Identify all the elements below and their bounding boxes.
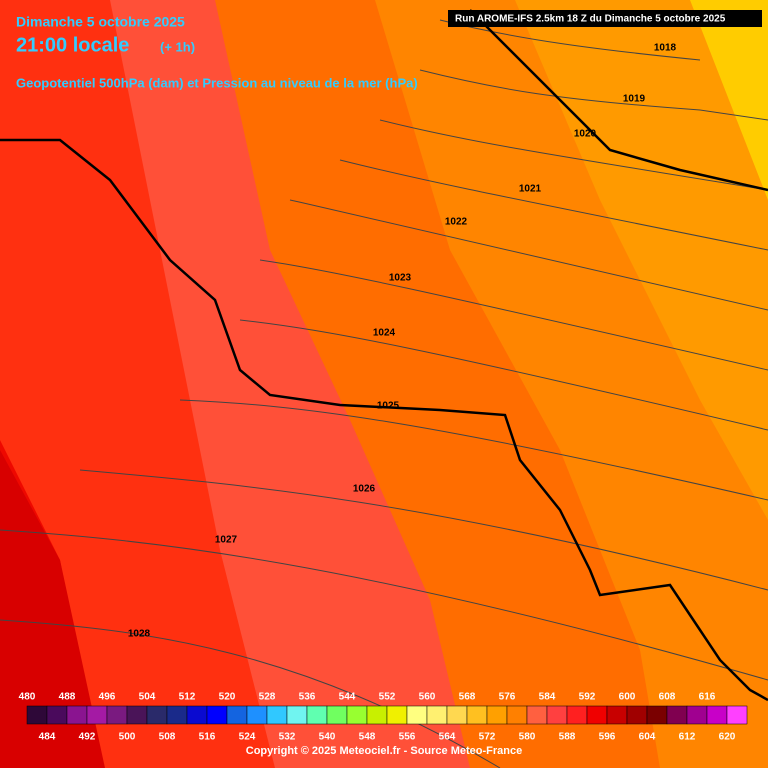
scale-label: 540 <box>319 732 336 743</box>
scale-swatch <box>126 705 148 725</box>
scale-swatch <box>486 705 508 725</box>
scale-swatch <box>466 705 488 725</box>
scale-swatch <box>686 705 708 725</box>
scale-label: 564 <box>439 732 456 743</box>
scale-label: 508 <box>159 732 176 743</box>
subtitle: Geopotentiel 500hPa (dam) et Pression au… <box>16 75 418 90</box>
scale-swatch <box>726 705 748 725</box>
scale-label: 512 <box>179 692 196 703</box>
scale-swatch <box>246 705 268 725</box>
scale-swatch <box>266 705 288 725</box>
scale-label: 532 <box>279 732 296 743</box>
scale-label: 600 <box>619 692 636 703</box>
isobar-label: 1022 <box>445 217 468 228</box>
isobar-label: 1023 <box>389 273 412 284</box>
scale-label: 588 <box>559 732 576 743</box>
scale-swatch <box>206 705 228 725</box>
scale-label: 548 <box>359 732 376 743</box>
scale-swatch <box>606 705 628 725</box>
scale-swatch <box>506 705 528 725</box>
scale-label: 568 <box>459 692 476 703</box>
scale-swatch <box>346 705 368 725</box>
scale-label: 612 <box>679 732 696 743</box>
scale-label: 492 <box>79 732 96 743</box>
scale-swatch <box>546 705 568 725</box>
scale-swatch <box>46 705 68 725</box>
border <box>0 138 768 702</box>
scale-swatch <box>166 705 188 725</box>
scale-label: 552 <box>379 692 396 703</box>
scale-label: 560 <box>419 692 436 703</box>
scale-swatch <box>366 705 388 725</box>
isobar-label: 1018 <box>654 43 677 54</box>
scale-swatch <box>446 705 468 725</box>
scale-label: 544 <box>339 692 356 703</box>
scale-label: 504 <box>139 692 156 703</box>
scale-label: 592 <box>579 692 596 703</box>
scale-label: 580 <box>519 732 536 743</box>
scale-label: 616 <box>699 692 716 703</box>
band <box>690 0 768 200</box>
scale-swatch <box>66 705 88 725</box>
scale-label: 480 <box>19 692 36 703</box>
isobar-label: 1027 <box>215 535 238 546</box>
isobar-label: 1025 <box>377 401 400 412</box>
scale-label: 572 <box>479 732 496 743</box>
scale-swatch <box>106 705 128 725</box>
date: Dimanche 5 octobre 2025 <box>16 14 185 30</box>
scale-swatch <box>386 705 408 725</box>
offset: (+ 1h) <box>160 39 195 54</box>
scale-swatch <box>226 705 248 725</box>
scale-label: 620 <box>719 732 736 743</box>
scale-label: 576 <box>499 692 516 703</box>
scale-label: 584 <box>539 692 556 703</box>
isobar-label: 1021 <box>519 184 542 195</box>
scale-label: 604 <box>639 732 656 743</box>
scale-swatch <box>286 705 308 725</box>
scale-label: 608 <box>659 692 676 703</box>
scale-swatch <box>566 705 588 725</box>
isobar-label: 1024 <box>373 328 396 339</box>
scale-swatch <box>26 705 48 725</box>
scale-label: 520 <box>219 692 236 703</box>
scale-label: 556 <box>399 732 416 743</box>
isobar-label: 1026 <box>353 484 376 495</box>
scale-label: 500 <box>119 732 136 743</box>
scale-swatch <box>666 705 688 725</box>
scale-label: 484 <box>39 732 56 743</box>
scale-swatch <box>306 705 328 725</box>
run: Run AROME-IFS 2.5km 18 Z du Dimanche 5 o… <box>455 14 726 25</box>
scale-swatch <box>646 705 668 725</box>
scale-label: 496 <box>99 692 116 703</box>
scale-label: 488 <box>59 692 76 703</box>
scale-swatch <box>146 705 168 725</box>
border <box>469 9 768 192</box>
scale-swatch <box>526 705 548 725</box>
scale-label: 516 <box>199 732 216 743</box>
scale-label: 536 <box>299 692 316 703</box>
scale-swatch <box>426 705 448 725</box>
band <box>0 0 275 768</box>
scale-swatch <box>406 705 428 725</box>
scale-swatch <box>326 705 348 725</box>
scale-swatch <box>706 705 728 725</box>
scale-swatch <box>186 705 208 725</box>
isobar-label: 1020 <box>574 129 597 140</box>
scale-label: 524 <box>239 732 256 743</box>
scale-label: 528 <box>259 692 276 703</box>
copyright: Copyright © 2025 Meteociel.fr - Source M… <box>246 745 522 757</box>
scale-swatch <box>86 705 108 725</box>
scale-swatch <box>626 705 648 725</box>
run-box <box>448 10 762 27</box>
isobar-label: 1028 <box>128 629 151 640</box>
band <box>0 450 105 768</box>
scale-swatch <box>586 705 608 725</box>
isobar-lines <box>0 19 768 768</box>
time: 21:00 locale <box>16 34 129 56</box>
isobar-label: 1019 <box>623 94 646 105</box>
scale-label: 596 <box>599 732 616 743</box>
